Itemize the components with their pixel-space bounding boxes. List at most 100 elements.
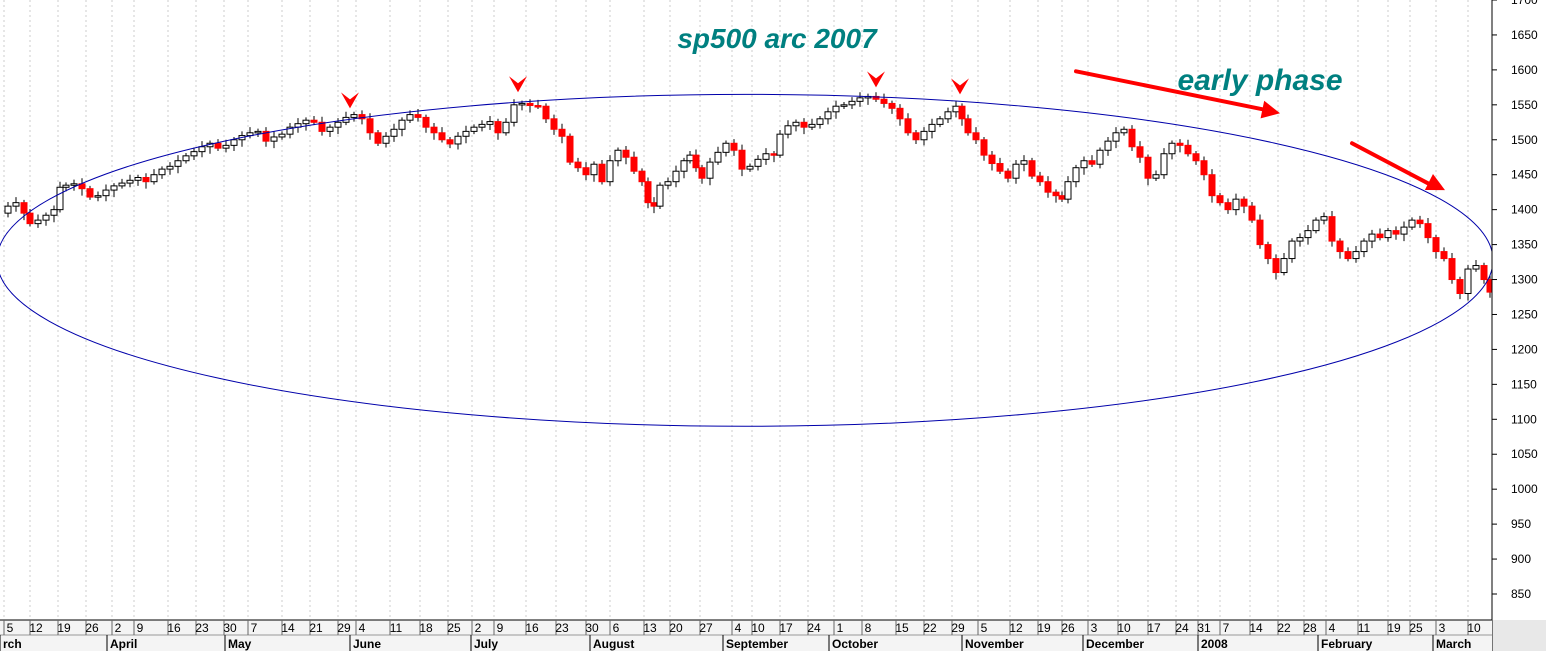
candle-up — [746, 165, 754, 170]
candle-up — [1384, 230, 1392, 239]
month-label: September — [726, 637, 788, 651]
candle-up — [254, 130, 262, 134]
month-label: 2008 — [1201, 637, 1228, 651]
month-label: February — [1321, 637, 1373, 651]
candle-up — [944, 111, 952, 120]
candle-up — [656, 184, 664, 207]
candle-down — [550, 118, 558, 130]
candle-down — [26, 212, 34, 225]
candle-up — [936, 118, 944, 125]
x-tick-label: 19 — [57, 621, 71, 635]
candle-up — [34, 219, 42, 225]
candle-up — [1152, 174, 1160, 179]
y-tick-label: 1700 — [1511, 0, 1538, 7]
annotation-arrows — [341, 69, 1445, 191]
candle-up — [190, 151, 198, 157]
y-tick-label: 1250 — [1511, 307, 1538, 321]
y-tick-label: 850 — [1511, 587, 1531, 601]
month-label: June — [353, 637, 381, 651]
candle-up — [1080, 160, 1088, 169]
candle-down — [730, 142, 738, 151]
month-label: March — [1436, 637, 1471, 651]
candle-down — [438, 132, 446, 141]
x-tick-label: 23 — [195, 621, 209, 635]
x-tick-label: 4 — [1329, 621, 1336, 635]
x-tick-label: 25 — [447, 621, 461, 635]
x-tick-label: 9 — [497, 621, 504, 635]
vertical-grid — [3, 0, 1469, 620]
candle-down — [1052, 191, 1060, 197]
candle-up — [230, 139, 238, 146]
candle-up — [1352, 251, 1360, 260]
x-tick-label: 11 — [390, 621, 403, 635]
candle-down — [958, 105, 966, 120]
candle-up — [1232, 198, 1240, 211]
x-tick-label: 24 — [807, 621, 821, 635]
candle-up — [1120, 128, 1128, 134]
candle-down — [698, 167, 706, 179]
x-tick-label: 18 — [419, 621, 433, 635]
candle-up — [1072, 167, 1080, 183]
x-tick-label: 4 — [735, 621, 742, 635]
x-tick-label: 28 — [1303, 621, 1317, 635]
candle-up — [952, 105, 960, 113]
candle-up — [664, 181, 672, 186]
x-tick-label: 30 — [585, 621, 599, 635]
candle-up — [614, 149, 622, 162]
candle-up — [150, 174, 158, 183]
candle-down — [1004, 170, 1012, 179]
candle-down — [972, 132, 980, 141]
candle-down — [988, 154, 996, 165]
candle-up — [816, 118, 824, 125]
candle-up — [278, 133, 286, 138]
candle-up — [1408, 219, 1416, 228]
trend-arrow-head — [1260, 100, 1280, 119]
candle-up — [382, 135, 390, 144]
candle-down — [1432, 237, 1440, 253]
candle-up — [856, 97, 864, 102]
candle-down — [1144, 156, 1152, 179]
x-tick-label: 29 — [337, 621, 351, 635]
trend-arrow-line — [1350, 141, 1439, 191]
y-tick-label: 950 — [1511, 517, 1531, 531]
x-tick-label: 13 — [643, 621, 657, 635]
candle-down — [1392, 230, 1400, 235]
candle-down — [566, 135, 574, 163]
candle-down — [214, 142, 222, 149]
candle-down — [1088, 160, 1096, 165]
candle-up — [706, 161, 714, 179]
candle-up — [784, 125, 792, 135]
candle-up — [808, 123, 816, 128]
candle-down — [1336, 240, 1344, 253]
candle-up — [56, 186, 64, 211]
candle-down — [374, 132, 382, 144]
y-tick-label: 1600 — [1511, 63, 1538, 77]
candle-down — [912, 132, 920, 141]
x-tick-label: 12 — [29, 621, 43, 635]
candle-down — [1256, 219, 1264, 246]
candle-down — [1216, 195, 1224, 204]
month-label: rch — [3, 637, 22, 651]
candle-up — [1472, 265, 1480, 270]
x-tick-label: 17 — [1147, 621, 1161, 635]
candle-up — [1312, 219, 1320, 232]
candle-down — [558, 128, 566, 137]
x-tick-label: 7 — [251, 621, 258, 635]
x-tick-label: 26 — [1061, 621, 1075, 635]
candle-up — [590, 163, 598, 176]
y-tick-label: 1150 — [1511, 377, 1537, 391]
candle-up — [1360, 240, 1368, 253]
candle-up — [166, 165, 174, 170]
candle-up — [1400, 226, 1408, 235]
candle-up — [824, 111, 832, 120]
candle-up — [1096, 149, 1104, 165]
candle-down — [1424, 223, 1432, 239]
candle-up — [1280, 258, 1288, 274]
candle-up — [1064, 181, 1072, 200]
candle-down — [1376, 233, 1384, 239]
candle-down — [1344, 251, 1352, 260]
x-tick-label: 5 — [981, 621, 988, 635]
x-tick-label: 15 — [895, 621, 909, 635]
candle-down — [494, 121, 502, 134]
